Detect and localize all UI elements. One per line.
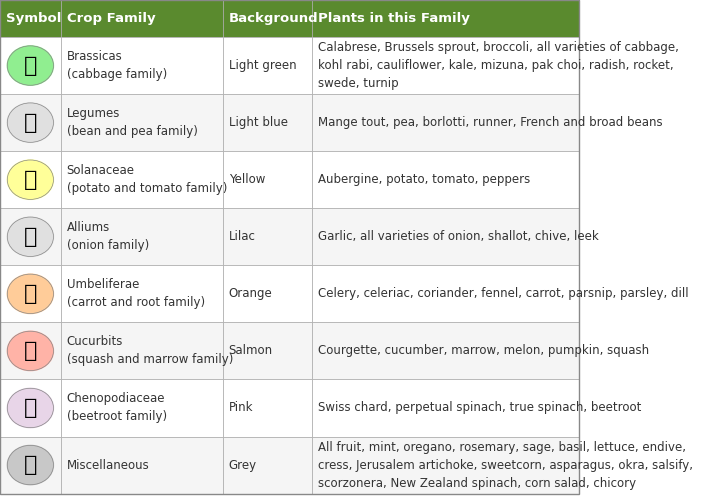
FancyBboxPatch shape (61, 94, 223, 151)
FancyBboxPatch shape (312, 0, 578, 37)
FancyBboxPatch shape (0, 379, 61, 436)
Circle shape (7, 217, 54, 256)
Text: Brassicas
(cabbage family): Brassicas (cabbage family) (66, 50, 167, 81)
FancyBboxPatch shape (0, 436, 61, 494)
FancyBboxPatch shape (312, 151, 578, 208)
FancyBboxPatch shape (0, 94, 61, 151)
FancyBboxPatch shape (223, 208, 312, 265)
Circle shape (7, 445, 54, 485)
Text: Pink: Pink (228, 401, 253, 415)
Text: Light blue: Light blue (228, 116, 288, 129)
Text: Courgette, cucumber, marrow, melon, pumpkin, squash: Courgette, cucumber, marrow, melon, pump… (318, 344, 649, 358)
Text: Chenopodiaceae
(beetroot family): Chenopodiaceae (beetroot family) (66, 392, 167, 424)
FancyBboxPatch shape (312, 265, 578, 322)
FancyBboxPatch shape (61, 379, 223, 436)
FancyBboxPatch shape (312, 322, 578, 379)
Text: Light green: Light green (228, 59, 296, 72)
FancyBboxPatch shape (0, 208, 61, 265)
Text: Calabrese, Brussels sprout, broccoli, all varieties of cabbage,
kohl rabi, cauli: Calabrese, Brussels sprout, broccoli, al… (318, 41, 679, 90)
FancyBboxPatch shape (312, 208, 578, 265)
Text: Symbol: Symbol (6, 12, 62, 25)
FancyBboxPatch shape (61, 436, 223, 494)
Text: 🥬: 🥬 (24, 56, 37, 75)
Text: All fruit, mint, oregano, rosemary, sage, basil, lettuce, endive,
cress, Jerusal: All fruit, mint, oregano, rosemary, sage… (318, 440, 693, 490)
Circle shape (7, 274, 54, 313)
Text: Cucurbits
(squash and marrow family): Cucurbits (squash and marrow family) (66, 335, 233, 367)
FancyBboxPatch shape (0, 151, 61, 208)
Circle shape (7, 103, 54, 142)
Text: Aubergine, potato, tomato, peppers: Aubergine, potato, tomato, peppers (318, 173, 530, 186)
FancyBboxPatch shape (61, 322, 223, 379)
FancyBboxPatch shape (61, 37, 223, 94)
Text: 🫘: 🫘 (24, 113, 37, 132)
Text: Solanaceae
(potato and tomato family): Solanaceae (potato and tomato family) (66, 164, 227, 195)
FancyBboxPatch shape (312, 436, 578, 494)
Circle shape (7, 160, 54, 199)
Text: 🌿: 🌿 (24, 398, 37, 418)
Text: Salmon: Salmon (228, 344, 273, 358)
FancyBboxPatch shape (312, 379, 578, 436)
Text: 🍓: 🍓 (24, 455, 37, 475)
FancyBboxPatch shape (223, 37, 312, 94)
FancyBboxPatch shape (61, 208, 223, 265)
Text: Orange: Orange (228, 287, 272, 301)
Text: 🥕: 🥕 (24, 284, 37, 304)
FancyBboxPatch shape (61, 265, 223, 322)
Text: Plants in this Family: Plants in this Family (318, 12, 470, 25)
FancyBboxPatch shape (312, 94, 578, 151)
FancyBboxPatch shape (0, 265, 61, 322)
Circle shape (7, 388, 54, 428)
FancyBboxPatch shape (223, 379, 312, 436)
Text: Background: Background (228, 12, 318, 25)
Text: Umbeliferae
(carrot and root family): Umbeliferae (carrot and root family) (66, 278, 204, 310)
Text: Mange tout, pea, borlotti, runner, French and broad beans: Mange tout, pea, borlotti, runner, Frenc… (318, 116, 663, 129)
Circle shape (7, 46, 54, 85)
Text: Garlic, all varieties of onion, shallot, chive, leek: Garlic, all varieties of onion, shallot,… (318, 230, 599, 243)
Text: Swiss chard, perpetual spinach, true spinach, beetroot: Swiss chard, perpetual spinach, true spi… (318, 401, 641, 415)
FancyBboxPatch shape (223, 94, 312, 151)
Text: Celery, celeriac, coriander, fennel, carrot, parsnip, parsley, dill: Celery, celeriac, coriander, fennel, car… (318, 287, 689, 301)
FancyBboxPatch shape (223, 265, 312, 322)
FancyBboxPatch shape (223, 151, 312, 208)
Text: 🍅: 🍅 (24, 170, 37, 189)
FancyBboxPatch shape (0, 322, 61, 379)
Text: Miscellaneous: Miscellaneous (66, 458, 149, 472)
Text: Yellow: Yellow (228, 173, 265, 186)
Text: Alliums
(onion family): Alliums (onion family) (66, 221, 148, 252)
FancyBboxPatch shape (223, 0, 312, 37)
Text: Lilac: Lilac (228, 230, 255, 243)
FancyBboxPatch shape (61, 151, 223, 208)
FancyBboxPatch shape (223, 322, 312, 379)
FancyBboxPatch shape (0, 0, 61, 37)
FancyBboxPatch shape (223, 436, 312, 494)
Text: Legumes
(bean and pea family): Legumes (bean and pea family) (66, 107, 197, 138)
Text: Crop Family: Crop Family (66, 12, 155, 25)
Text: Grey: Grey (228, 458, 257, 472)
FancyBboxPatch shape (0, 37, 61, 94)
Text: 🧅: 🧅 (24, 227, 37, 247)
Circle shape (7, 331, 54, 371)
Text: 🥒: 🥒 (24, 341, 37, 361)
FancyBboxPatch shape (312, 37, 578, 94)
FancyBboxPatch shape (61, 0, 223, 37)
